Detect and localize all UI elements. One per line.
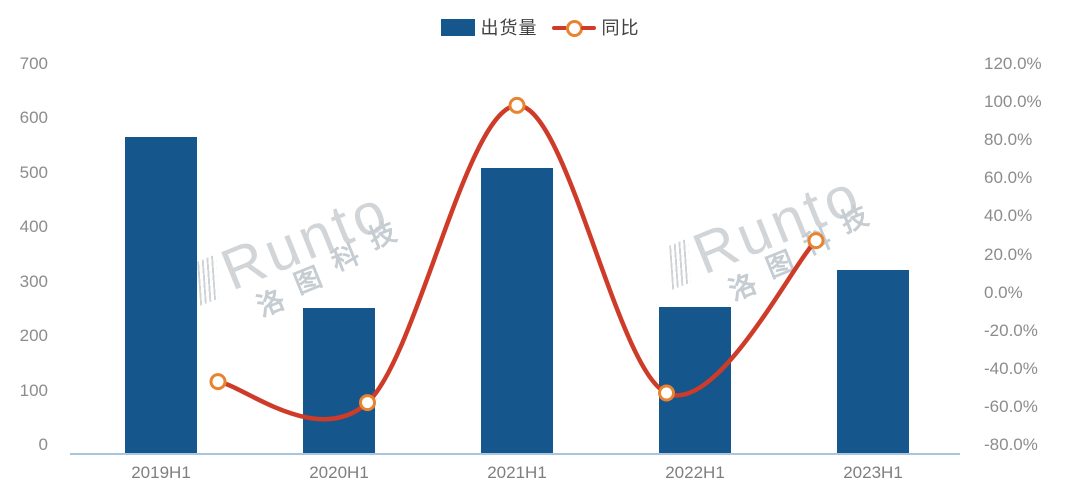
- bar-2021H1: [481, 168, 553, 454]
- right-axis-tick: -80.0%: [984, 435, 1038, 454]
- bar-2020H1: [303, 308, 375, 454]
- left-axis-tick: 400: [19, 217, 48, 237]
- x-axis-label-2022H1: 2022H1: [665, 463, 725, 482]
- right-axis-tick: -60.0%: [984, 396, 1038, 416]
- x-axis-label-2019H1: 2019H1: [131, 463, 191, 482]
- line-series-swatch: [551, 19, 596, 37]
- right-axis-tick: 120.0%: [984, 54, 1042, 73]
- left-axis-tick: 500: [19, 162, 48, 182]
- left-axis-tick: 700: [19, 54, 48, 73]
- line-swatch-segment: [580, 25, 596, 30]
- yoy-marker-2021H1: [508, 96, 526, 114]
- right-axis-tick: 40.0%: [984, 206, 1033, 226]
- right-axis-tick: 80.0%: [984, 130, 1033, 150]
- x-axis-label-2023H1: 2023H1: [843, 463, 903, 482]
- legend-label-shipments: 出货量: [480, 18, 538, 38]
- right-axis-tick: 100.0%: [984, 92, 1042, 112]
- line-swatch-segment: [551, 25, 567, 30]
- yoy-marker-2023H1: [807, 232, 825, 250]
- right-axis-tick: 60.0%: [984, 168, 1033, 188]
- yoy-line: [215, 103, 819, 422]
- left-axis-tick: 600: [19, 108, 48, 128]
- legend-label-yoy: 同比: [601, 18, 640, 38]
- x-axis-label-2021H1: 2021H1: [487, 463, 547, 482]
- left-axis-tick: 0: [38, 435, 48, 454]
- right-axis-tick: 20.0%: [984, 244, 1033, 264]
- legend-item-yoy: 同比: [551, 14, 640, 40]
- bar-series-swatch: [440, 18, 475, 36]
- bar-2022H1: [659, 307, 731, 454]
- x-axis-line: [70, 453, 960, 455]
- yoy-marker-2020H1: [359, 394, 376, 412]
- right-axis-tick: -40.0%: [984, 358, 1038, 378]
- x-axis-label-2020H1: 2020H1: [309, 463, 369, 482]
- left-axis-tick: 300: [19, 271, 48, 291]
- right-axis-tick: 0.0%: [984, 282, 1023, 302]
- legend: 出货量 同比: [0, 14, 1080, 40]
- legend-item-shipments: 出货量: [440, 14, 538, 40]
- left-axis-tick: 100: [19, 380, 48, 400]
- yoy-marker-2019H1: [209, 373, 227, 391]
- left-axis-tick: 200: [19, 326, 48, 346]
- right-axis-tick: -20.0%: [984, 320, 1038, 340]
- yoy-marker-2022H1: [658, 384, 675, 402]
- bar-2023H1: [837, 270, 909, 454]
- bar-2019H1: [125, 136, 197, 454]
